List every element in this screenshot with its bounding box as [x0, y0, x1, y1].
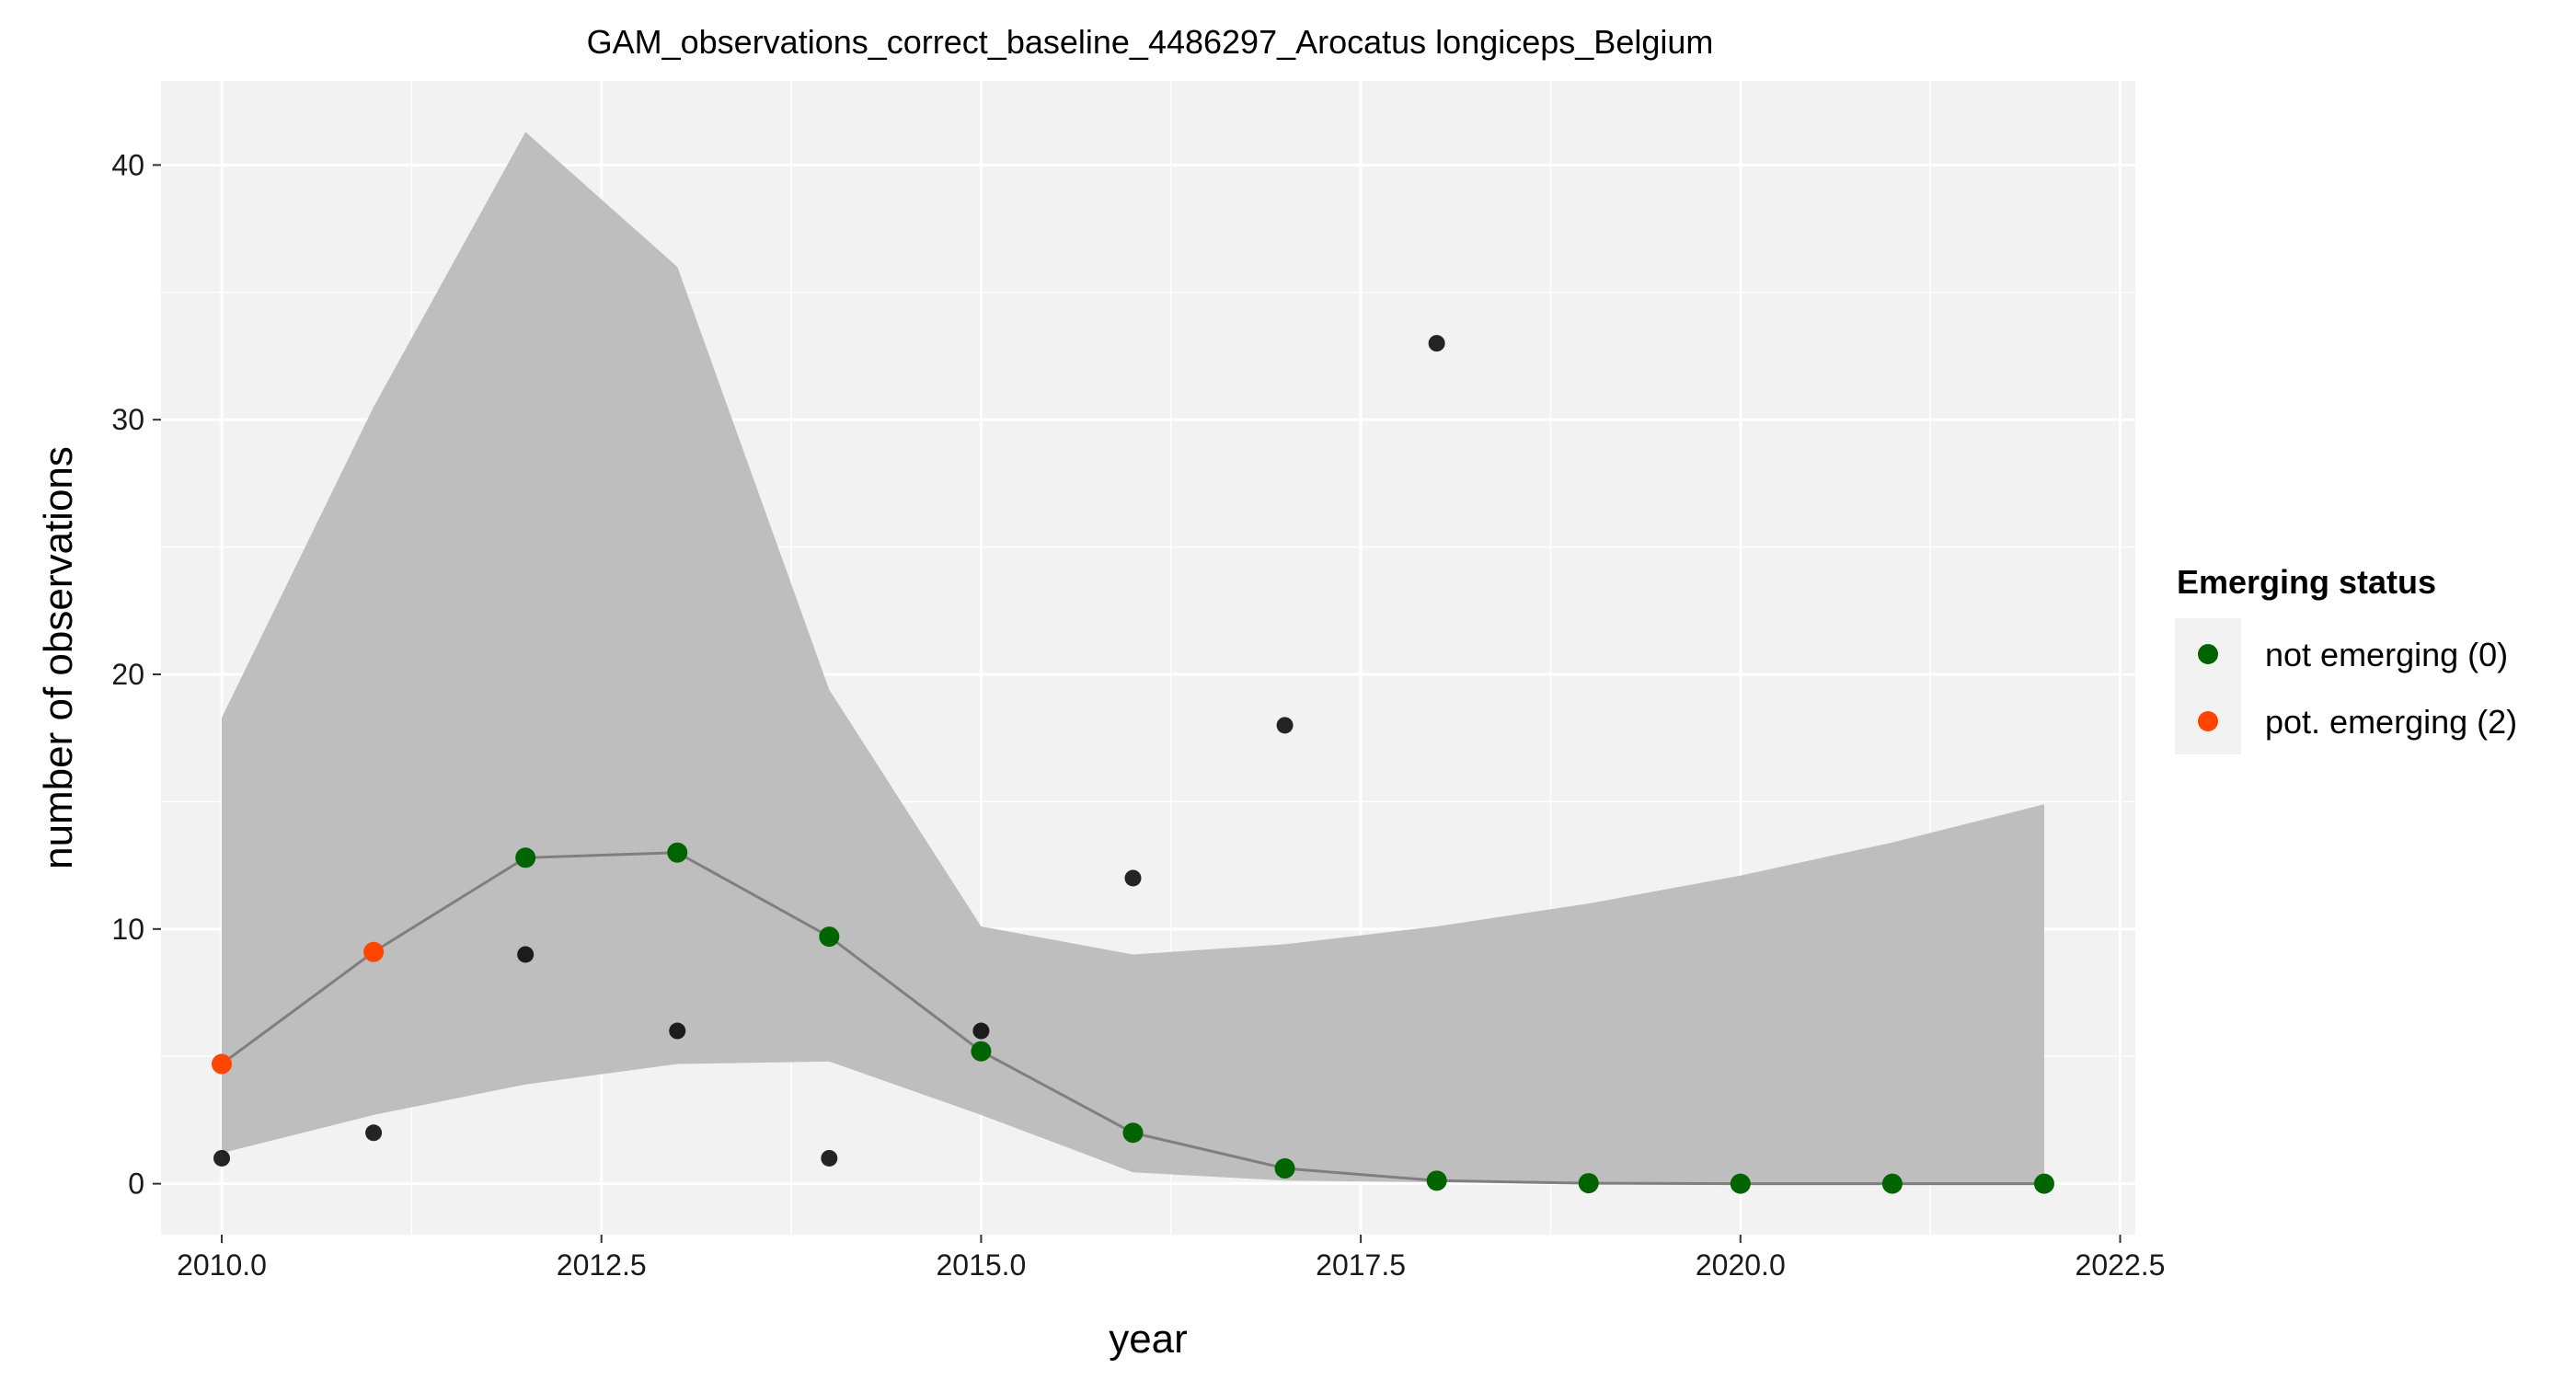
fitted-point-not-emerging: [1578, 1173, 1599, 1194]
legend-label-not-emerging: not emerging (0): [2265, 636, 2508, 673]
legend-key-background: [2175, 618, 2241, 754]
fitted-point-not-emerging: [1730, 1173, 1751, 1194]
legend-key-pot-emerging: [2198, 711, 2218, 731]
x-tick-label: 2015.0: [936, 1248, 1026, 1282]
y-tick-label: 40: [111, 148, 144, 181]
axes: 2010.0 2012.5 2015.0 2017.5 2020.0 2022.5 0 10 2…: [111, 148, 2165, 1282]
legend-key-not-emerging: [2198, 644, 2218, 664]
confidence-band-layer: [222, 132, 2044, 1184]
observed-point: [365, 1124, 383, 1142]
x-tick-label: 2010.0: [177, 1248, 267, 1282]
y-tick-label: 10: [111, 913, 144, 946]
fitted-point-not-emerging: [2033, 1173, 2054, 1194]
fitted-point-not-emerging: [515, 847, 536, 868]
confidence-band: [222, 132, 2044, 1184]
observed-point: [821, 1149, 838, 1167]
y-axis-title: number of observations: [36, 446, 81, 869]
fitted-points-layer: [212, 842, 2054, 1194]
fitted-point-not-emerging: [1122, 1122, 1144, 1144]
fitted-point-pot-emerging: [212, 1053, 233, 1075]
x-tick-label: 2020.0: [1696, 1248, 1786, 1282]
y-tick-label: 30: [111, 403, 144, 436]
observed-point: [213, 1149, 231, 1167]
observed-points-layer: [213, 335, 1445, 1167]
x-tick-label: 2022.5: [2076, 1248, 2166, 1282]
observed-point: [1124, 869, 1142, 887]
fitted-point-not-emerging: [1881, 1173, 1903, 1194]
fitted-point-not-emerging: [1426, 1170, 1447, 1191]
observed-point: [972, 1022, 990, 1040]
legend: Emerging status not emerging (0) pot. em…: [2175, 563, 2517, 754]
observed-point: [1428, 335, 1445, 352]
x-tick-label: 2012.5: [557, 1248, 647, 1282]
fitted-point-not-emerging: [819, 926, 840, 948]
observed-point: [1276, 717, 1294, 734]
x-axis-title: year: [1109, 1317, 1188, 1362]
y-tick-label: 20: [111, 658, 144, 691]
fitted-point-not-emerging: [1274, 1158, 1295, 1179]
fitted-point-not-emerging: [667, 842, 688, 863]
y-tick-label: 0: [128, 1167, 144, 1201]
observed-point: [669, 1022, 686, 1040]
legend-title: Emerging status: [2177, 563, 2436, 601]
fitted-point-pot-emerging: [363, 941, 385, 962]
x-tick-label: 2017.5: [1316, 1248, 1406, 1282]
observed-point: [517, 946, 535, 963]
chart-title: GAM_observations_correct_baseline_448629…: [587, 23, 1714, 61]
legend-label-pot-emerging: pot. emerging (2): [2265, 703, 2517, 741]
fitted-point-not-emerging: [971, 1041, 992, 1062]
